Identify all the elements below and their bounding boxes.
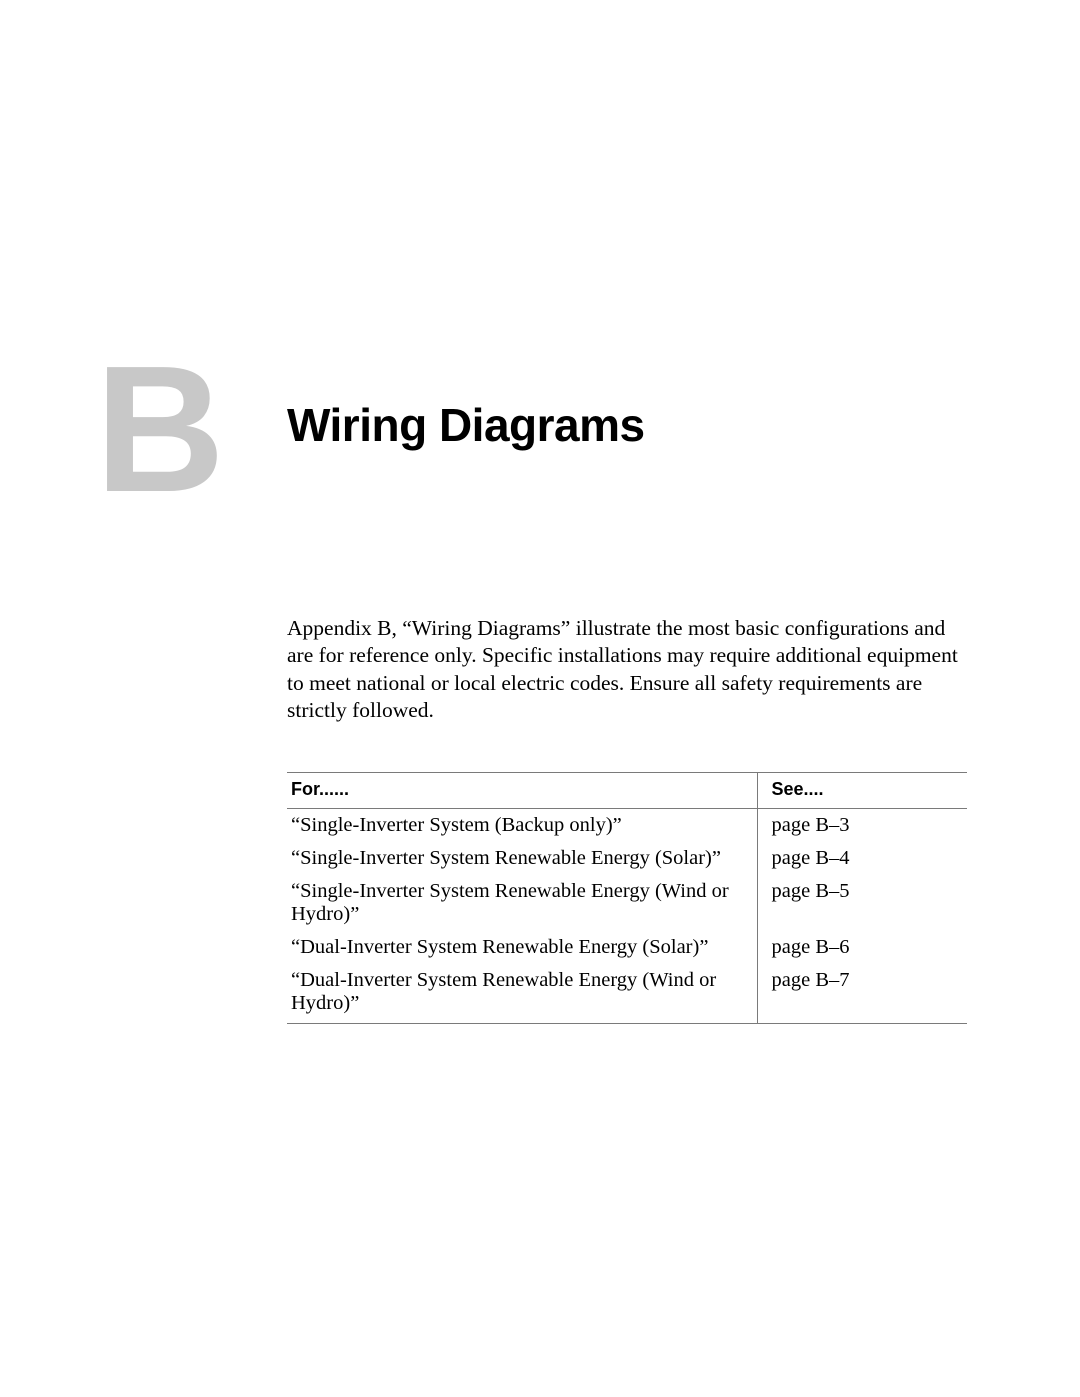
table-cell-see: page B–4 xyxy=(757,842,967,875)
table-row: “Single-Inverter System Renewable Energy… xyxy=(287,875,967,931)
table-cell-see: page B–3 xyxy=(757,809,967,843)
table-row: “Dual-Inverter System Renewable Energy (… xyxy=(287,964,967,1024)
table-cell-for: “Single-Inverter System (Backup only)” xyxy=(287,809,757,843)
intro-paragraph: Appendix B, “Wiring Diagrams” illustrate… xyxy=(287,615,967,724)
table-cell-see: page B–7 xyxy=(757,964,967,1024)
table-row: “Single-Inverter System Renewable Energy… xyxy=(287,842,967,875)
table-row: “Single-Inverter System (Backup only)” p… xyxy=(287,809,967,843)
appendix-letter: B xyxy=(95,340,221,520)
table-cell-see: page B–5 xyxy=(757,875,967,931)
chapter-title: Wiring Diagrams xyxy=(287,398,645,452)
reference-table: For...... See.... “Single-Inverter Syste… xyxy=(287,772,967,1024)
page: B Wiring Diagrams Appendix B, “Wiring Di… xyxy=(0,0,1080,1397)
table-cell-for: “Single-Inverter System Renewable Energy… xyxy=(287,842,757,875)
table-row: “Dual-Inverter System Renewable Energy (… xyxy=(287,931,967,964)
table-cell-for: “Dual-Inverter System Renewable Energy (… xyxy=(287,931,757,964)
table-header-for: For...... xyxy=(287,773,757,809)
table-header-row: For...... See.... xyxy=(287,773,967,809)
table-cell-see: page B–6 xyxy=(757,931,967,964)
table-cell-for: “Dual-Inverter System Renewable Energy (… xyxy=(287,964,757,1024)
table-cell-for: “Single-Inverter System Renewable Energy… xyxy=(287,875,757,931)
table-header-see: See.... xyxy=(757,773,967,809)
